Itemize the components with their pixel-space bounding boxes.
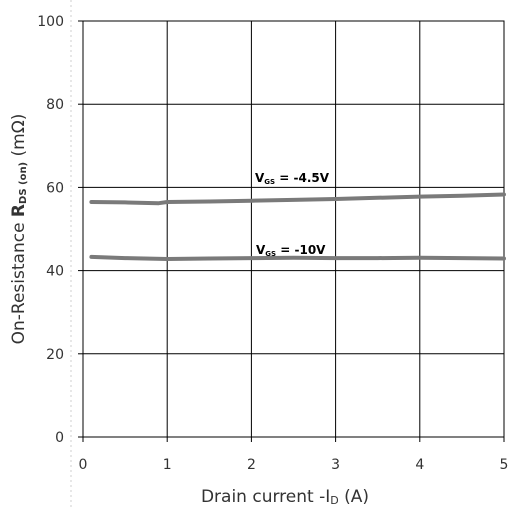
y-tick-label: 60 [46, 180, 64, 196]
series-annotation: VGS = -4.5V [255, 171, 330, 186]
series-layer [89, 192, 506, 261]
plot-frame [82, 20, 505, 438]
y-axis-title: On-Resistance RDS (on) (mΩ) [9, 114, 29, 345]
y-tick-label: 40 [46, 264, 64, 280]
label-layer: VGS = -4.5V VGS = -10V Drain current -ID (… [9, 114, 369, 507]
x-tick-label: 3 [331, 457, 340, 473]
series-line [89, 254, 506, 261]
x-tick-label: 0 [79, 457, 88, 473]
y-tick-label: 80 [46, 97, 64, 113]
grid-layer [82, 20, 505, 438]
x-tick-label: 1 [163, 457, 172, 473]
y-tick-label: 20 [46, 347, 64, 363]
x-tick-label: 5 [500, 457, 509, 473]
x-axis-title: Drain current -ID (A) [201, 487, 369, 507]
x-tick-label: 4 [415, 457, 424, 473]
y-tick-label: 0 [55, 430, 64, 446]
tick-layer: 0 1 2 3 4 5 0 20 40 60 80 100 [37, 14, 508, 473]
x-tick-label: 2 [247, 457, 256, 473]
series-annotation: VGS = -10V [256, 243, 326, 258]
y-tick-label: 100 [37, 14, 64, 30]
series-line [89, 192, 506, 206]
